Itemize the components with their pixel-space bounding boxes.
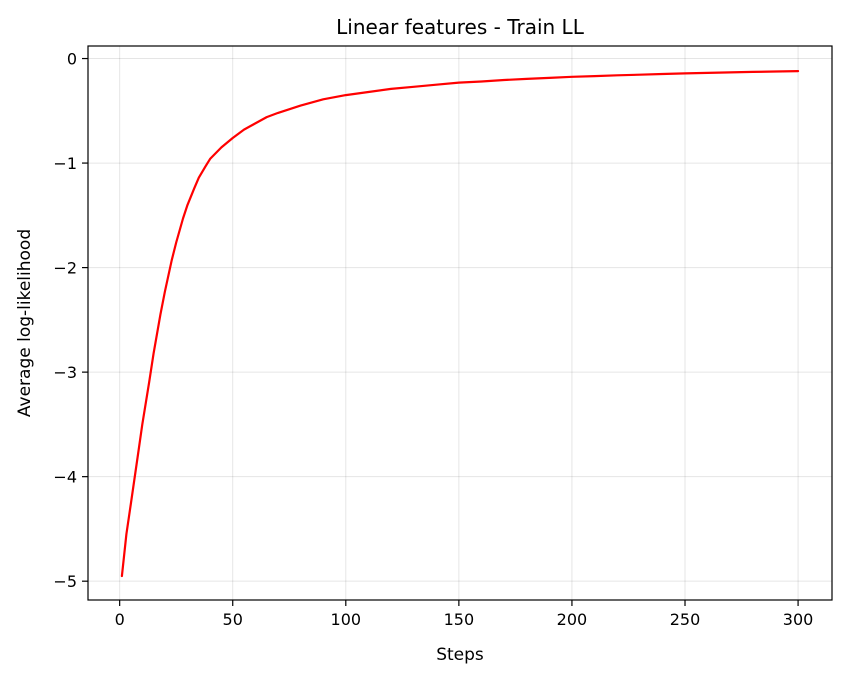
ticks: 0 50 100 150 200 250 300 0 −1 −2 −3 −4 −5 xyxy=(53,50,813,629)
series-layer xyxy=(120,69,800,578)
x-tick-label: 200 xyxy=(557,610,588,629)
y-tick-label: 0 xyxy=(67,50,77,69)
grid xyxy=(88,46,832,600)
x-tick-label: 100 xyxy=(331,610,362,629)
y-tick-label: −4 xyxy=(53,468,77,487)
y-tick-label: −1 xyxy=(53,154,77,173)
chart-title: Linear features - Train LL xyxy=(336,15,585,39)
x-tick-label: 300 xyxy=(783,610,814,629)
x-tick-label: 150 xyxy=(444,610,475,629)
y-tick-label: −5 xyxy=(53,572,77,591)
x-tick-label: 50 xyxy=(223,610,243,629)
y-axis-label: Average log-likelihood xyxy=(15,229,35,417)
y-tick-label: −3 xyxy=(53,363,77,382)
series-line xyxy=(120,69,800,578)
x-tick-label: 0 xyxy=(115,610,125,629)
plot-frame xyxy=(87,45,833,601)
x-tick-label: 250 xyxy=(670,610,701,629)
y-tick-label: −2 xyxy=(53,259,77,278)
x-axis-label: Steps xyxy=(436,645,484,665)
